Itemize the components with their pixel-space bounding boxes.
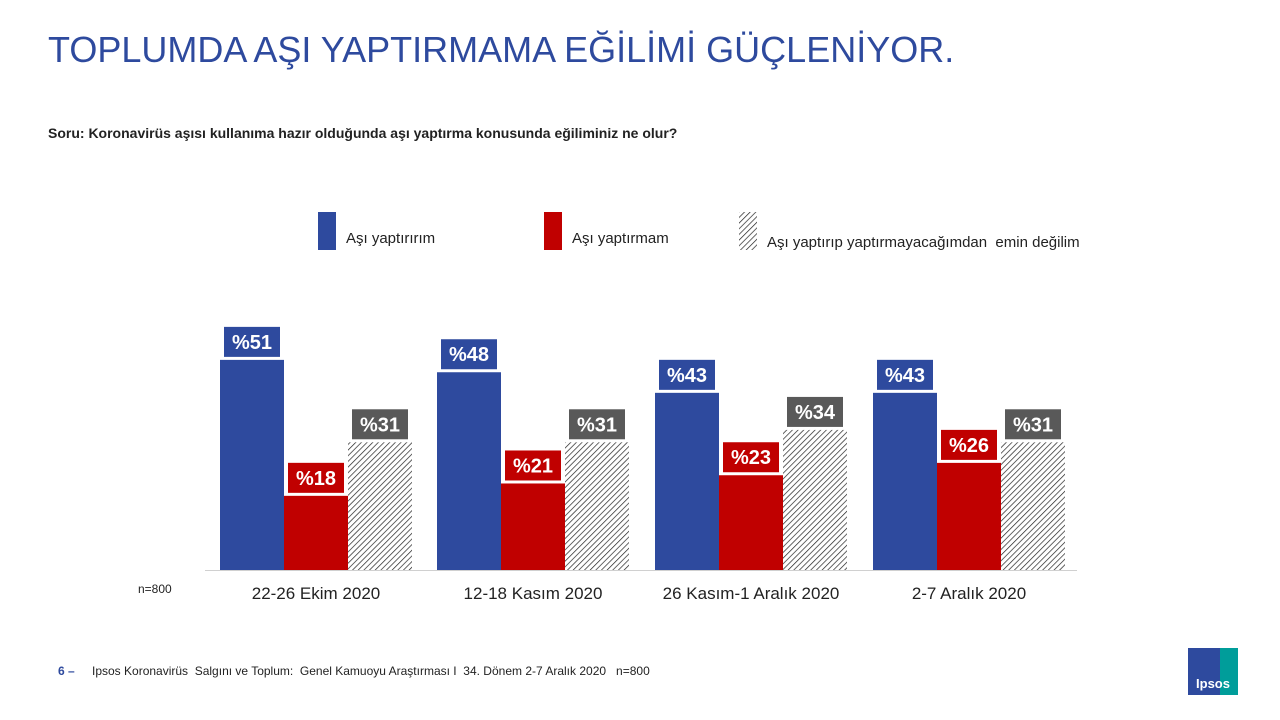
value-label: %31 [577,414,617,436]
bar [719,475,783,570]
value-label-bg [659,359,715,390]
value-label-bg [224,326,280,357]
value-label-bg [941,429,997,460]
value-label: %31 [1013,414,1053,436]
x-tick-label: 2-7 Aralık 2020 [912,584,1026,603]
value-label: %43 [667,365,707,387]
legend-label: Aşı yaptırıp yaptırmayacağımdan emin değ… [767,234,1080,251]
x-tick-label: 12-18 Kasım 2020 [464,584,603,603]
value-label-bg [877,359,933,390]
value-label: %43 [885,365,925,387]
value-label-bg [352,409,408,440]
value-label: %18 [296,468,336,490]
bar [655,392,719,570]
bar [565,442,629,570]
value-label-bg [787,396,843,427]
value-label-bg [441,339,497,370]
value-label: %21 [513,455,553,477]
bar [284,495,348,570]
note: n=800 [138,582,172,596]
bar [783,429,847,570]
legend-label: Aşı yaptırırım [346,230,435,247]
legend-label: Aşı yaptırmam [572,230,669,247]
logo-part [1188,648,1220,695]
value-label-bg [1005,409,1061,440]
bar [501,483,565,570]
value-label: %34 [795,402,836,424]
page-number: 6 – [58,664,75,678]
bar [348,442,412,570]
value-label: %51 [232,332,272,354]
footer-text: Ipsos Koronavirüs Salgını ve Toplum: Gen… [92,664,650,678]
bar [1001,442,1065,570]
value-label-bg [723,442,779,473]
value-label: %23 [731,447,771,469]
legend-swatch [544,212,562,250]
x-tick-label: 26 Kasım-1 Aralık 2020 [663,584,840,603]
bar [437,372,501,570]
subtitle: Soru: Koronavirüs aşısı kullanıma hazır … [48,125,677,141]
bar [873,392,937,570]
value-label-bg [569,409,625,440]
bar [937,462,1001,570]
title: TOPLUMDA AŞI YAPTIRMAMA EĞİLİMİ GÜÇLENİY… [48,29,954,70]
legend-swatch [739,212,757,250]
logo: Ipsos [1196,676,1230,691]
value-label-bg [505,450,561,481]
bar [220,359,284,570]
value-label: %26 [949,435,989,457]
value-label: %31 [360,414,400,436]
value-label: %48 [449,344,489,366]
legend-swatch [318,212,336,250]
x-tick-label: 22-26 Ekim 2020 [252,584,381,603]
value-label-bg [288,462,344,493]
